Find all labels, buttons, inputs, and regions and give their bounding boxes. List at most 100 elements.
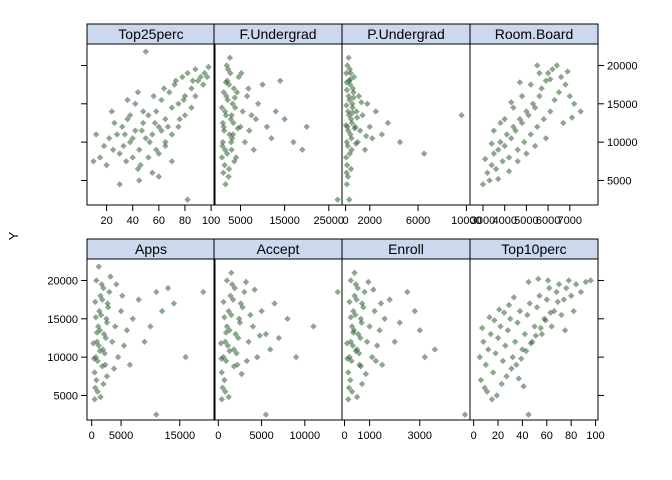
data-point: [342, 122, 350, 129]
data-point: [491, 317, 498, 324]
data-point: [458, 112, 465, 119]
data-point: [230, 363, 238, 370]
data-point: [534, 62, 541, 69]
data-point: [243, 92, 251, 100]
data-point: [228, 112, 235, 119]
x-tick-label: 80: [179, 215, 191, 227]
data-point: [376, 327, 383, 334]
data-point: [347, 76, 354, 83]
panel-accept: Accept 0 5000 10000: [213, 238, 343, 442]
data-point: [368, 135, 376, 142]
data-point: [370, 286, 377, 293]
data-point: [229, 100, 236, 107]
panel-p-undergrad: P.Undergrad 0 2000 6000 10000: [341, 23, 482, 227]
data-point: [263, 123, 271, 130]
data-point: [228, 269, 235, 276]
data-point: [224, 342, 232, 349]
data-point: [194, 77, 202, 84]
y-tick-label: 20000: [47, 275, 78, 287]
data-point: [485, 346, 492, 353]
data-point: [350, 329, 357, 336]
data-point: [132, 100, 139, 107]
data-point: [508, 99, 515, 106]
data-point: [238, 69, 245, 77]
data-point: [233, 89, 241, 96]
strip-label: F.Undergrad: [239, 26, 316, 42]
data-point: [124, 115, 131, 123]
data-point: [501, 115, 508, 123]
data-point: [116, 181, 123, 188]
data-point: [149, 131, 156, 138]
data-point: [346, 150, 354, 157]
data-point: [124, 96, 131, 104]
data-point: [373, 342, 381, 349]
data-point: [100, 142, 108, 150]
data-point: [93, 277, 100, 284]
x-tick-label: 1000: [357, 430, 381, 442]
data-point: [129, 154, 136, 161]
data-point: [488, 140, 495, 147]
data-point: [504, 327, 511, 334]
data-point: [378, 131, 386, 138]
x-tick-label: 40: [127, 215, 139, 227]
data-point: [343, 79, 350, 86]
data-point: [536, 292, 543, 299]
data-point: [386, 296, 393, 303]
data-point: [503, 373, 510, 380]
data-point: [499, 357, 507, 365]
strip-label: Top25perc: [118, 26, 183, 42]
x-tick-label: 5000: [514, 215, 538, 227]
data-point: [510, 104, 517, 111]
panel-top25perc: Top25perc 20 40 60 80 100: [81, 23, 220, 227]
data-point: [351, 269, 358, 276]
data-point: [542, 317, 549, 324]
y-tick-label: 15000: [47, 314, 78, 326]
data-point: [99, 296, 106, 303]
data-point: [103, 373, 111, 380]
data-point: [547, 76, 554, 83]
data-point: [381, 315, 388, 322]
data-point: [220, 127, 228, 134]
data-point: [256, 332, 264, 339]
data-point: [122, 158, 130, 165]
data-point: [549, 66, 556, 73]
panel-apps: Apps 0 5000 15000 5000 10000 15000 20000: [47, 238, 216, 442]
data-point: [353, 114, 361, 121]
data-point: [353, 393, 361, 401]
data-point: [91, 369, 98, 376]
data-point: [352, 140, 360, 147]
data-point: [100, 284, 107, 292]
data-point: [577, 108, 584, 115]
x-tick-label: 5000: [249, 430, 273, 442]
data-point: [505, 168, 513, 175]
data-point: [221, 376, 228, 384]
data-point: [349, 342, 356, 349]
data-point: [225, 81, 233, 88]
plot-frame: [469, 43, 599, 206]
data-point: [343, 86, 351, 94]
data-point: [106, 135, 113, 142]
data-point: [480, 338, 487, 345]
data-point: [180, 96, 187, 104]
data-point: [303, 123, 310, 130]
data-point: [560, 296, 568, 303]
data-point: [358, 319, 365, 326]
data-point: [222, 388, 229, 395]
data-point: [536, 69, 543, 77]
data-point: [219, 138, 227, 146]
data-point: [354, 138, 361, 146]
data-point: [344, 355, 351, 362]
data-point: [164, 123, 172, 130]
x-tick-label: 25000: [313, 215, 344, 227]
data-point: [231, 284, 238, 292]
data-point: [179, 73, 186, 81]
data-point: [431, 346, 439, 353]
data-point: [275, 334, 283, 342]
data-point: [145, 112, 152, 119]
data-point: [344, 173, 352, 180]
data-point: [218, 154, 226, 161]
data-point: [495, 146, 502, 153]
data-point: [225, 393, 232, 401]
data-point: [343, 102, 350, 109]
data-point: [544, 277, 552, 284]
